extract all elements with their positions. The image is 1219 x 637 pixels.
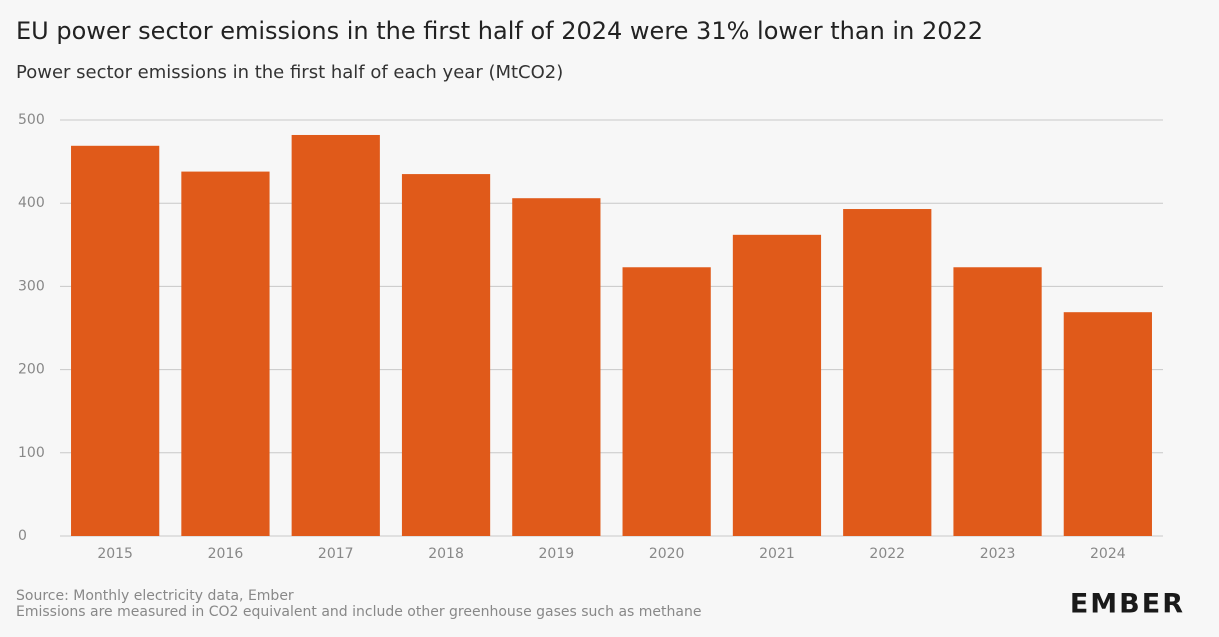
chart-subtitle: Power sector emissions in the first half… — [16, 62, 563, 83]
bar — [843, 209, 932, 537]
y-tick-label: 200 — [18, 362, 45, 378]
bar — [622, 267, 711, 536]
chart-title: EU power sector emissions in the first h… — [16, 17, 983, 45]
bar — [401, 174, 491, 536]
x-tick-label: 2021 — [759, 546, 795, 562]
y-tick-label: 400 — [18, 195, 45, 211]
y-tick-label: 500 — [18, 112, 45, 128]
bar — [1063, 312, 1152, 536]
x-tick-label: 2022 — [869, 546, 905, 562]
y-tick-label: 100 — [18, 445, 45, 461]
bar — [953, 267, 1042, 536]
x-tick-label: 2018 — [428, 546, 464, 562]
note: Emissions are measured in CO2 equivalent… — [16, 604, 701, 620]
bar — [71, 145, 160, 537]
source: Source: Monthly electricity data, Ember — [16, 588, 294, 604]
x-tick-label: 2020 — [649, 546, 685, 562]
bar — [181, 171, 270, 537]
x-tick-label: 2024 — [1090, 546, 1126, 562]
y-tick-label: 300 — [18, 278, 45, 294]
y-tick-label: 0 — [18, 528, 27, 544]
logo: EMBER — [1070, 589, 1185, 620]
bar — [732, 234, 822, 537]
x-tick-label: 2015 — [97, 546, 133, 562]
x-tick-label: 2023 — [980, 546, 1016, 562]
x-tick-label: 2019 — [539, 546, 575, 562]
x-tick-label: 2017 — [318, 546, 354, 562]
bar — [512, 198, 601, 536]
x-tick-label: 2016 — [208, 546, 244, 562]
bar — [291, 134, 380, 536]
